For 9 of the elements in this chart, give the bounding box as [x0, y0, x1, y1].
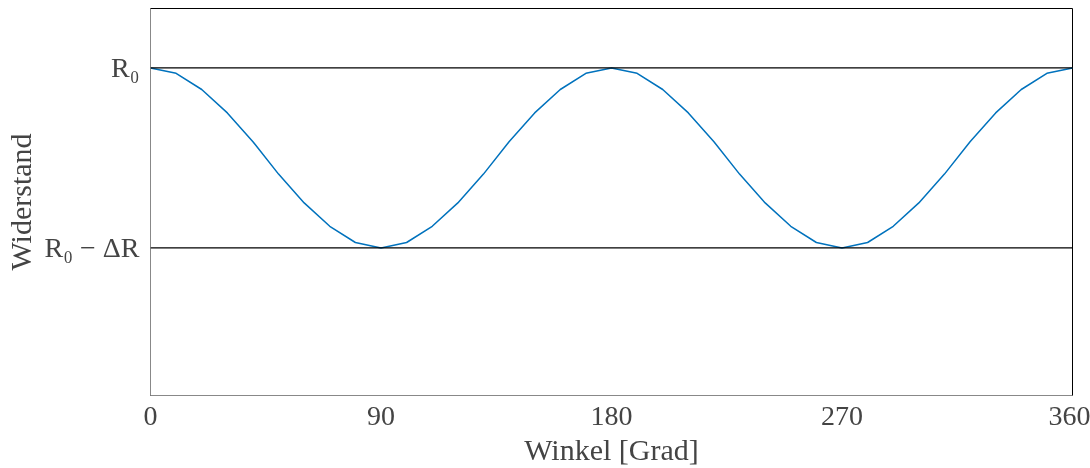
x-tick-label: 360 [1048, 399, 1090, 431]
ref-line-label: R₀ [111, 52, 140, 84]
x-axis-title: Winkel [Grad] [524, 432, 699, 466]
x-tick-label: 270 [821, 399, 863, 431]
x-tick-label: 180 [590, 399, 633, 431]
ref-line-label: R₀ − ΔR [44, 232, 140, 264]
x-tick-label: 0 [143, 399, 158, 431]
y-axis-title: Widerstand [3, 133, 37, 271]
x-tick-label: 90 [367, 399, 395, 431]
